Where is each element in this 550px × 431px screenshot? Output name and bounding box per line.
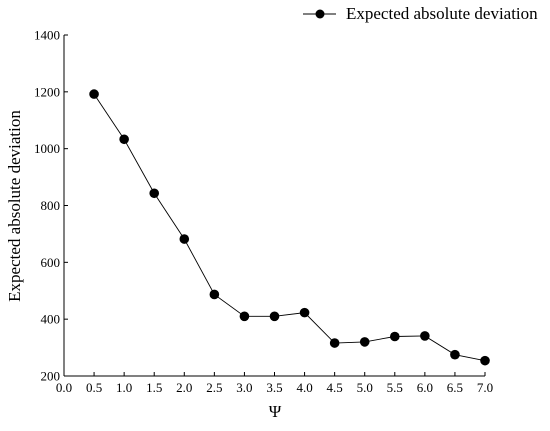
series-line-layer [93, 93, 486, 362]
data-point [450, 349, 460, 360]
y-tick-label: 200 [41, 369, 61, 384]
data-point [149, 188, 160, 199]
data-point [89, 89, 99, 99]
x-tick-label: 4.0 [296, 380, 312, 395]
x-tick-label: 3.0 [236, 380, 252, 395]
legend-label: Expected absolute deviation [346, 4, 538, 23]
y-tick-label: 1400 [34, 28, 60, 43]
data-point [389, 331, 400, 342]
data-point [420, 331, 430, 341]
x-axis-title: Ψ [269, 402, 282, 421]
x-tick-label: 2.5 [206, 380, 222, 395]
data-point [480, 355, 490, 366]
x-tick-label: 3.5 [266, 380, 282, 395]
data-point [209, 289, 220, 300]
x-tick-label: 0.5 [86, 380, 102, 395]
y-tick-label: 800 [41, 198, 61, 213]
x-tick-label: 7.0 [477, 380, 493, 395]
axes: 0.0 0.5 1.0 1.5 2.0 2.5 3.0 3.5 4.0 4.5 5.0 5.5 6.0 6… [34, 28, 493, 396]
data-point [269, 311, 280, 322]
data-point [179, 234, 190, 244]
data-point [359, 337, 370, 347]
y-tick-label: 600 [41, 255, 61, 270]
x-tick-label: 5.0 [357, 380, 373, 395]
y-tick-label: 1200 [34, 84, 60, 99]
data-point [329, 338, 340, 348]
x-tick-label: 4.5 [327, 380, 343, 395]
x-tick-label: 2.0 [176, 380, 192, 395]
x-tick-label: 5.5 [387, 380, 403, 395]
x-tick-label: 1.5 [146, 380, 162, 395]
data-point [119, 134, 129, 145]
y-tick-label: 1000 [34, 141, 60, 156]
x-tick-label: 0.0 [56, 380, 72, 395]
y-axis-title: Expected absolute deviation [5, 110, 24, 302]
data-point [299, 307, 310, 318]
series-points-layer [89, 89, 490, 366]
data-point [239, 311, 250, 322]
legend-marker [315, 9, 325, 19]
x-tick-label: 1.0 [116, 380, 132, 395]
legend: Expected absolute deviation [303, 4, 538, 23]
x-tick-label: 6.5 [447, 380, 463, 395]
series-line [93, 93, 486, 362]
x-tick-label: 6.0 [417, 380, 433, 395]
y-tick-label: 400 [41, 312, 61, 327]
